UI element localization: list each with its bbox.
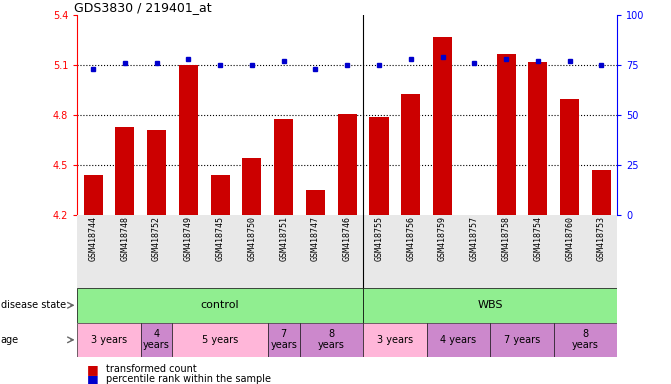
Text: disease state: disease state (1, 300, 66, 310)
Bar (211, 175, 229, 215)
Text: GSM418749: GSM418749 (184, 217, 193, 262)
Text: GSM418747: GSM418747 (311, 217, 320, 262)
FancyBboxPatch shape (299, 323, 363, 357)
Text: 3 years: 3 years (377, 335, 413, 345)
Text: GSM418754: GSM418754 (533, 217, 542, 262)
Text: 8
years: 8 years (318, 329, 345, 350)
FancyBboxPatch shape (172, 323, 268, 357)
Text: 5 years: 5 years (202, 335, 238, 345)
Bar (147, 130, 166, 215)
Bar (115, 127, 134, 215)
FancyBboxPatch shape (427, 323, 491, 357)
Text: transformed count: transformed count (106, 364, 197, 374)
Text: ■: ■ (87, 373, 99, 384)
FancyBboxPatch shape (268, 323, 299, 357)
Text: 8
years: 8 years (572, 329, 599, 350)
FancyBboxPatch shape (141, 323, 172, 357)
Text: GSM418755: GSM418755 (374, 217, 384, 262)
Text: GSM418745: GSM418745 (215, 217, 225, 262)
Bar (433, 37, 452, 215)
Bar (179, 65, 198, 215)
Text: GSM418752: GSM418752 (152, 217, 161, 262)
Bar (242, 159, 262, 215)
Text: GSM418744: GSM418744 (89, 217, 97, 262)
Bar (370, 117, 389, 215)
Text: WBS: WBS (478, 300, 503, 310)
Text: 4 years: 4 years (440, 335, 476, 345)
Text: GSM418759: GSM418759 (438, 217, 447, 262)
FancyBboxPatch shape (77, 215, 617, 288)
Text: GSM418751: GSM418751 (279, 217, 289, 262)
Text: 3 years: 3 years (91, 335, 127, 345)
Bar (306, 190, 325, 215)
FancyBboxPatch shape (554, 323, 617, 357)
Text: GSM418758: GSM418758 (502, 217, 511, 262)
Bar (528, 62, 548, 215)
Text: 7 years: 7 years (504, 335, 540, 345)
Bar (592, 170, 611, 215)
FancyBboxPatch shape (491, 323, 554, 357)
Text: ■: ■ (87, 363, 99, 376)
FancyBboxPatch shape (363, 288, 617, 323)
Text: GSM418750: GSM418750 (248, 217, 256, 262)
Text: GSM418757: GSM418757 (470, 217, 479, 262)
FancyBboxPatch shape (363, 323, 427, 357)
Text: GSM418760: GSM418760 (565, 217, 574, 262)
Bar (497, 54, 515, 215)
Text: GDS3830 / 219401_at: GDS3830 / 219401_at (74, 1, 212, 14)
Bar (274, 119, 293, 215)
Text: GSM418753: GSM418753 (597, 217, 606, 262)
Text: GSM418748: GSM418748 (120, 217, 130, 262)
Text: GSM418746: GSM418746 (343, 217, 352, 262)
Text: 7
years: 7 years (270, 329, 297, 350)
Text: age: age (1, 335, 19, 345)
Text: percentile rank within the sample: percentile rank within the sample (106, 374, 271, 384)
Text: GSM418756: GSM418756 (406, 217, 415, 262)
FancyBboxPatch shape (77, 323, 141, 357)
Bar (560, 99, 579, 215)
Text: control: control (201, 300, 240, 310)
FancyBboxPatch shape (77, 288, 363, 323)
Bar (401, 94, 420, 215)
Bar (338, 114, 357, 215)
Text: 4
years: 4 years (143, 329, 170, 350)
Bar (83, 175, 103, 215)
